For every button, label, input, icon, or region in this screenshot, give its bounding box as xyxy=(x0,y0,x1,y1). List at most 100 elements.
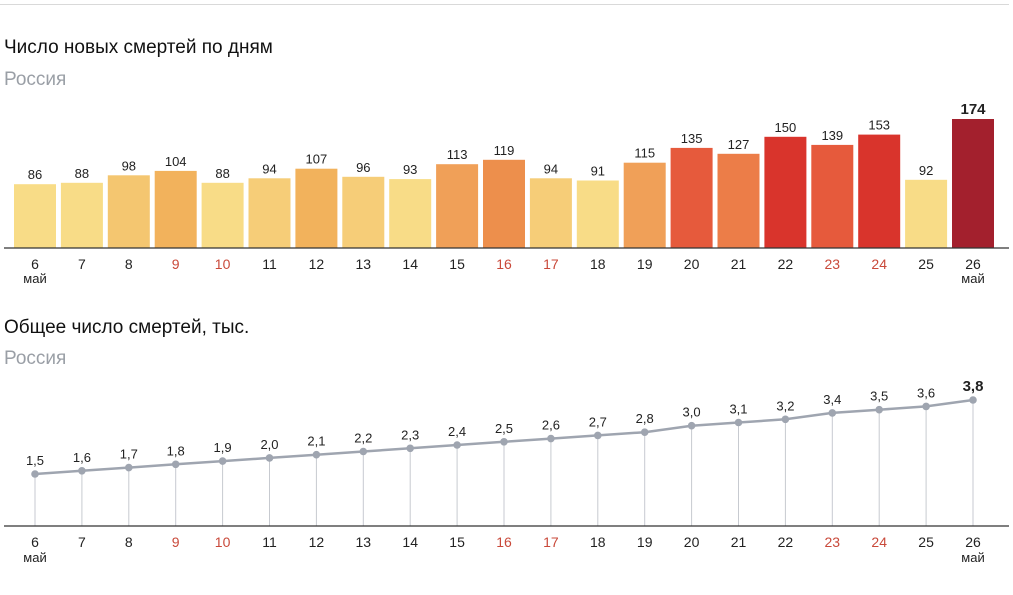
data-point-20 xyxy=(687,421,696,430)
data-point-11 xyxy=(265,454,274,462)
month-label-end: май xyxy=(961,550,984,565)
point-value-label: 3,5 xyxy=(870,389,888,404)
point-value-label: 2,5 xyxy=(495,421,513,436)
x-tick-label: 21 xyxy=(731,534,747,550)
data-point-15 xyxy=(453,441,461,449)
x-tick-label: 13 xyxy=(356,534,372,550)
x-tick-label: 7 xyxy=(78,534,86,550)
data-point-10 xyxy=(218,457,227,465)
x-tick-label: 8 xyxy=(125,256,133,272)
x-tick-label: 26 xyxy=(965,534,981,550)
x-tick-label: 14 xyxy=(402,534,418,550)
x-tick-label: 14 xyxy=(402,256,418,272)
data-point-8 xyxy=(125,463,133,472)
x-tick-label: 22 xyxy=(778,256,794,272)
top-divider xyxy=(0,4,1009,5)
point-value-label: 2,8 xyxy=(636,411,654,426)
data-point-18 xyxy=(594,431,602,440)
bar-14 xyxy=(389,179,432,248)
month-label-end: май xyxy=(961,271,984,286)
bar-value-label: 127 xyxy=(728,137,750,152)
chart1-subtitle: Россия xyxy=(4,69,67,90)
bar-value-label: 98 xyxy=(122,158,136,173)
point-value-label: 3,6 xyxy=(917,385,935,400)
data-point-22 xyxy=(781,415,790,424)
x-tick-label: 17 xyxy=(543,534,559,550)
x-tick-label: 15 xyxy=(449,256,465,272)
bar-value-label: 107 xyxy=(306,152,328,167)
point-value-label: 3,0 xyxy=(683,405,701,420)
data-point-26 xyxy=(969,396,977,404)
x-tick-label: 11 xyxy=(262,256,277,272)
x-tick-label: 6 xyxy=(31,534,39,550)
bar-value-label: 113 xyxy=(447,147,468,162)
x-tick-label: 9 xyxy=(172,256,180,272)
data-point-14 xyxy=(406,444,415,453)
bar-value-label: 88 xyxy=(215,166,229,181)
x-tick-label: 13 xyxy=(356,256,372,272)
point-value-label: 2,6 xyxy=(542,418,560,433)
bar-value-label: 88 xyxy=(75,166,89,181)
bar-value-label: 139 xyxy=(821,128,843,143)
chart1-title: Число новых смертей по дням xyxy=(4,37,273,58)
bar-value-label: 86 xyxy=(28,167,42,182)
month-label-start: май xyxy=(23,550,46,565)
bar-value-label: 119 xyxy=(494,143,515,158)
point-value-label: 3,8 xyxy=(963,378,984,395)
bar-6 xyxy=(14,184,56,248)
x-tick-label: 20 xyxy=(684,534,700,550)
bar-13 xyxy=(342,176,385,248)
point-value-label: 2,4 xyxy=(448,424,466,439)
bar-value-label: 115 xyxy=(634,146,655,161)
bar-12 xyxy=(295,168,338,248)
x-tick-label: 25 xyxy=(918,534,934,550)
bar-17 xyxy=(529,178,572,248)
point-value-label: 2,3 xyxy=(401,427,419,442)
data-point-13 xyxy=(359,447,368,456)
bar-24 xyxy=(858,134,901,248)
point-value-label: 1,9 xyxy=(214,440,232,455)
point-value-label: 3,2 xyxy=(776,398,794,413)
bar-26 xyxy=(952,119,994,248)
point-value-label: 1,7 xyxy=(120,447,138,462)
x-tick-label: 21 xyxy=(731,256,747,272)
bar-value-label: 104 xyxy=(165,154,187,169)
point-value-label: 2,2 xyxy=(354,431,372,446)
x-tick-label: 24 xyxy=(871,534,887,550)
point-value-label: 2,7 xyxy=(589,414,607,429)
point-value-label: 2,0 xyxy=(260,437,278,452)
x-tick-label: 25 xyxy=(918,256,934,272)
x-tick-label: 10 xyxy=(215,256,231,272)
data-point-21 xyxy=(734,418,743,427)
bar-value-label: 94 xyxy=(262,161,276,176)
x-tick-label: 19 xyxy=(637,534,653,550)
bar-18 xyxy=(576,180,619,248)
x-tick-label: 20 xyxy=(684,256,700,272)
bar-value-label: 153 xyxy=(868,118,890,133)
x-tick-label: 18 xyxy=(590,534,606,550)
x-tick-label: 23 xyxy=(825,256,841,272)
x-tick-label: 16 xyxy=(496,534,512,550)
bar-value-label: 174 xyxy=(960,101,986,118)
bar-25 xyxy=(905,179,948,248)
bar-11 xyxy=(248,178,291,248)
bar-10 xyxy=(201,182,244,248)
x-tick-label: 18 xyxy=(590,256,606,272)
x-tick-label: 22 xyxy=(778,534,794,550)
bar-22 xyxy=(764,136,807,248)
x-tick-label: 10 xyxy=(215,534,231,550)
bar-7 xyxy=(60,182,103,248)
x-tick-label: 24 xyxy=(871,256,887,272)
bar-23 xyxy=(811,144,854,248)
point-value-label: 3,4 xyxy=(823,392,841,407)
x-tick-label: 23 xyxy=(825,534,841,550)
point-value-label: 3,1 xyxy=(729,402,747,417)
data-point-9 xyxy=(171,460,180,469)
bar-8 xyxy=(107,175,150,248)
x-tick-label: 16 xyxy=(496,256,512,272)
x-tick-label: 11 xyxy=(262,534,277,550)
data-point-7 xyxy=(78,467,86,475)
bar-value-label: 96 xyxy=(356,160,370,175)
